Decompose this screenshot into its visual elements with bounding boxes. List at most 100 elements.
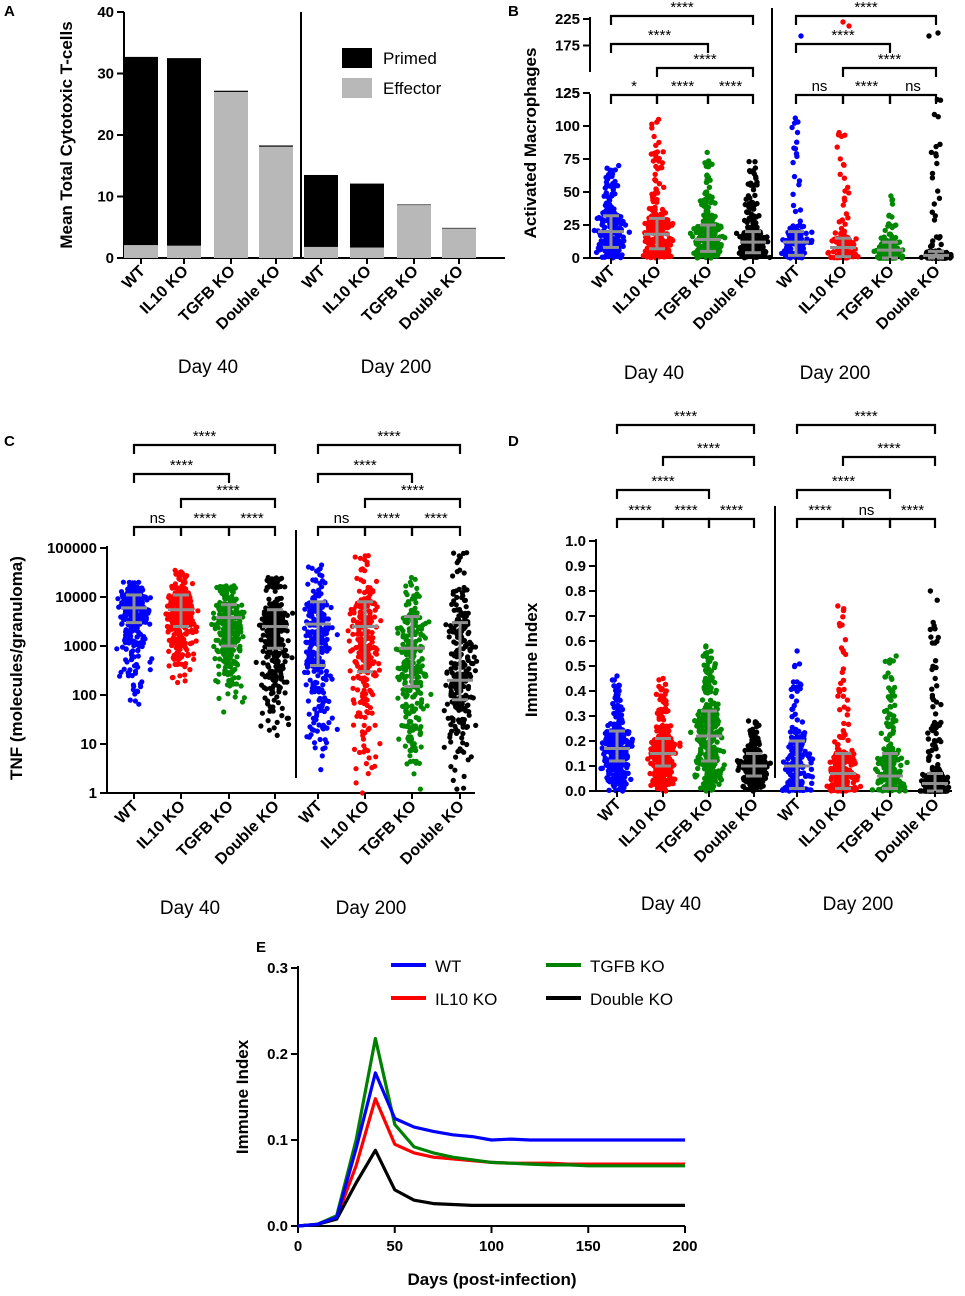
- data-point: [214, 584, 220, 591]
- data-point: [322, 745, 328, 751]
- data-point: [756, 213, 762, 219]
- y-tick-label: 100: [555, 118, 580, 135]
- data-point: [184, 573, 190, 579]
- data-point: [450, 573, 456, 579]
- data-point: [411, 708, 417, 714]
- data-point: [411, 694, 417, 700]
- panel-label: B: [508, 3, 519, 20]
- data-point: [365, 651, 371, 657]
- data-point: [662, 786, 668, 792]
- data-point: [677, 740, 683, 746]
- data-point: [795, 119, 801, 125]
- data-point: [659, 228, 665, 234]
- significance-bracket: [888, 93, 938, 104]
- data-point: [649, 125, 655, 131]
- data-point: [752, 159, 758, 165]
- data-point: [698, 785, 704, 791]
- y-tick-label: 1.0: [565, 533, 586, 550]
- data-point: [272, 582, 278, 588]
- data-point: [842, 221, 848, 227]
- data-point: [258, 723, 264, 729]
- data-point: [451, 639, 457, 645]
- y-tick-label: 125: [555, 85, 580, 102]
- significance-label: ns: [334, 510, 350, 527]
- data-point: [447, 734, 453, 740]
- data-point: [709, 230, 715, 236]
- data-point: [750, 205, 756, 211]
- data-point: [465, 655, 471, 661]
- data-point: [126, 609, 132, 615]
- significance-label: ****: [671, 78, 695, 95]
- data-point: [464, 673, 470, 679]
- data-point: [191, 656, 197, 662]
- significance-bracket: [363, 525, 414, 536]
- y-tick-label: 0.9: [565, 558, 586, 575]
- data-point: [352, 659, 358, 665]
- data-point: [323, 677, 329, 683]
- data-point: [355, 687, 361, 693]
- data-point: [715, 701, 721, 707]
- group-label: Day 200: [361, 357, 432, 378]
- data-point: [378, 618, 384, 624]
- significance-label: ****: [719, 78, 743, 95]
- data-point: [609, 733, 615, 739]
- data-point: [165, 629, 171, 635]
- group-label: Day 40: [178, 357, 238, 378]
- data-point: [273, 575, 279, 581]
- y-tick-label: 0.6: [565, 633, 586, 650]
- data-point: [266, 674, 272, 680]
- data-point: [602, 749, 608, 756]
- data-point: [276, 686, 282, 693]
- data-point: [271, 671, 277, 677]
- data-point: [361, 722, 367, 729]
- data-point: [140, 640, 146, 646]
- significance-bracket: [794, 42, 892, 53]
- data-point: [607, 249, 613, 255]
- data-point: [176, 628, 183, 634]
- y-tick-label: 0.3: [565, 708, 586, 725]
- data-point: [654, 253, 660, 260]
- data-point: [267, 650, 273, 656]
- data-point: [314, 728, 320, 734]
- data-point: [368, 634, 374, 641]
- significance-label: ns: [150, 510, 166, 527]
- data-point: [659, 775, 665, 781]
- data-point: [669, 222, 675, 228]
- data-point: [748, 182, 754, 188]
- data-point: [605, 768, 612, 774]
- data-point: [838, 133, 845, 140]
- data-point: [472, 668, 478, 674]
- data-point: [408, 736, 415, 742]
- data-point: [377, 741, 383, 747]
- data-point: [373, 578, 380, 585]
- data-point: [658, 212, 664, 218]
- data-point: [366, 663, 372, 669]
- data-point: [363, 761, 369, 767]
- data-point: [471, 654, 477, 660]
- bar-primed: [442, 227, 476, 229]
- data-point: [612, 178, 618, 185]
- data-point: [611, 252, 617, 258]
- data-point: [456, 553, 462, 559]
- data-point: [395, 695, 401, 701]
- data-point: [454, 786, 460, 792]
- data-point: [322, 737, 328, 743]
- data-point: [357, 555, 363, 561]
- data-point: [216, 671, 222, 677]
- data-point: [848, 249, 854, 255]
- panel-label: A: [4, 3, 15, 20]
- data-point: [367, 609, 373, 615]
- data-point: [147, 659, 153, 665]
- category-label: WT: [296, 798, 326, 828]
- data-point: [718, 224, 724, 231]
- data-point: [334, 632, 340, 638]
- data-point: [135, 689, 141, 695]
- data-point: [320, 725, 326, 731]
- data-point: [718, 243, 724, 249]
- data-point: [703, 200, 709, 206]
- data-point: [697, 245, 703, 251]
- data-point: [665, 220, 671, 226]
- data-point: [167, 601, 173, 608]
- data-point: [309, 726, 315, 733]
- data-point: [307, 608, 313, 615]
